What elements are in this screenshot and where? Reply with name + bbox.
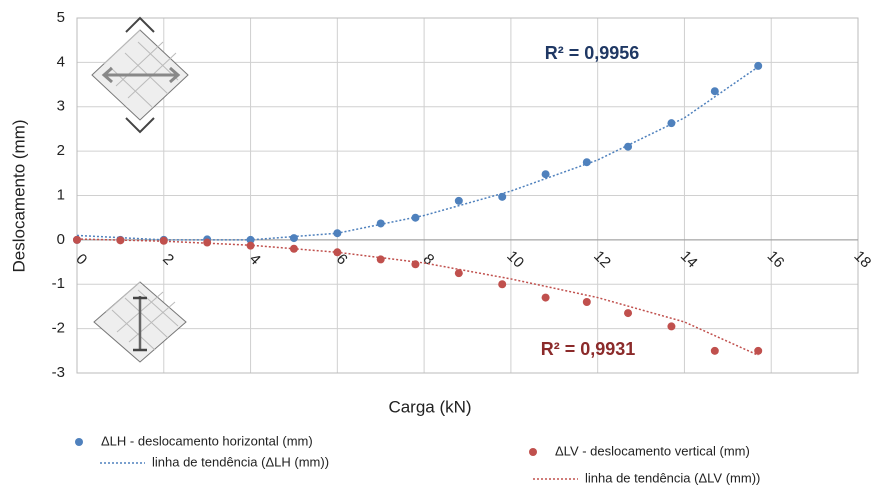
trend-line <box>76 66 759 241</box>
x-tick-label: 16 <box>764 248 788 272</box>
point <box>710 87 719 96</box>
point <box>754 61 763 70</box>
point <box>624 142 633 151</box>
y-tick-label: -1 <box>52 275 65 292</box>
x-tick-label: 12 <box>590 248 614 272</box>
y-tick-label: 2 <box>57 142 65 159</box>
annotation: R² = 0,9956 <box>545 43 640 63</box>
y-tick-label: -3 <box>52 364 65 381</box>
legend-label: ΔLV - deslocamento vertical (mm) <box>555 443 750 458</box>
y-tick-label: 5 <box>57 9 65 26</box>
legend-marker <box>75 438 83 446</box>
y-tick-label: -2 <box>52 320 65 337</box>
x-tick-label: 18 <box>850 248 874 272</box>
y-tick-label: 1 <box>57 186 65 203</box>
point <box>454 196 463 205</box>
point <box>541 170 550 179</box>
point <box>667 119 676 128</box>
y-tick-label: 4 <box>57 53 65 70</box>
annotation: R² = 0,9931 <box>541 339 636 359</box>
point <box>289 234 298 243</box>
point <box>498 280 507 289</box>
point <box>376 255 385 264</box>
point <box>159 236 168 245</box>
point <box>582 158 591 167</box>
y-tick-label: 0 <box>57 231 65 248</box>
point <box>667 322 676 331</box>
x-tick-label: 10 <box>503 248 527 272</box>
legend-label: linha de tendência (ΔLV (mm)) <box>585 470 760 485</box>
point <box>73 235 81 244</box>
point <box>454 269 463 278</box>
x-tick-label: 4 <box>246 251 264 269</box>
point <box>710 346 719 355</box>
point <box>203 238 212 247</box>
trend-line <box>76 238 759 356</box>
x-tick-label: 8 <box>420 251 438 269</box>
y-axis-label: Deslocamento (mm) <box>9 119 28 272</box>
x-tick-label: 0 <box>72 251 90 269</box>
legend-label: ΔLH - deslocamento horizontal (mm) <box>101 433 313 448</box>
point <box>498 192 507 201</box>
x-axis-label: Carga (kN) <box>388 397 471 416</box>
point <box>376 219 385 228</box>
plot-area <box>76 17 859 374</box>
point <box>624 309 633 318</box>
legend-label: linha de tendência (ΔLH (mm)) <box>152 454 329 469</box>
grid <box>76 17 859 374</box>
point <box>541 293 550 302</box>
point <box>754 346 763 355</box>
icon-vertical <box>93 281 187 363</box>
x-tick-label: 2 <box>159 251 177 269</box>
icon-horizontal <box>91 16 189 134</box>
legend-marker <box>529 448 537 456</box>
x-tick-label: 14 <box>677 248 701 272</box>
point <box>582 298 591 306</box>
y-tick-label: 3 <box>57 98 65 115</box>
point <box>116 236 125 245</box>
